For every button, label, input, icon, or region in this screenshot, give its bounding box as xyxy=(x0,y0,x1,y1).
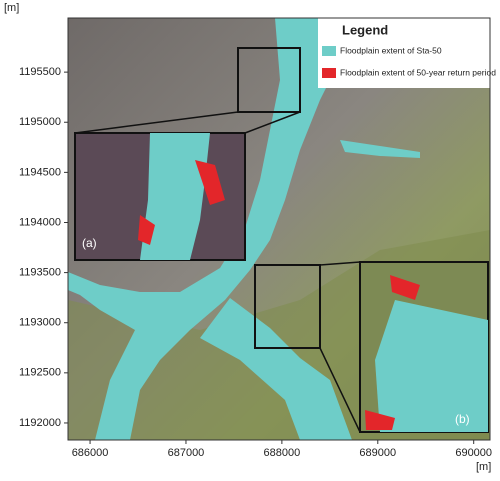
inset-label: (b) xyxy=(455,412,470,426)
y-tick-label: 1192500 xyxy=(19,367,61,379)
map-frame xyxy=(67,17,491,441)
y-tick-label: 1195000 xyxy=(19,116,61,128)
y-tick-label: 1195500 xyxy=(19,66,61,78)
inset-b-flood xyxy=(365,410,395,430)
inset-b-river xyxy=(375,300,488,432)
y-axis-unit: [m] xyxy=(4,2,19,14)
x-tick-label: 686000 xyxy=(72,447,109,459)
connector xyxy=(244,111,301,134)
legend-swatch xyxy=(322,68,336,78)
legend-label: Floodplain extent of 50-year return peri… xyxy=(340,67,496,77)
connector xyxy=(319,261,361,266)
x-tick-label: 689000 xyxy=(359,447,396,459)
inset-label: (a) xyxy=(82,236,97,250)
inset-a-flood xyxy=(195,160,225,205)
canal xyxy=(340,140,420,158)
source-box-b xyxy=(254,264,321,349)
y-tick-label: 1194000 xyxy=(19,216,61,228)
x-tick-label: 690000 xyxy=(455,447,492,459)
y-tick-label: 1193500 xyxy=(19,267,61,279)
river-branch xyxy=(200,298,352,440)
inset-b-flood xyxy=(390,275,420,300)
connector xyxy=(319,347,361,433)
legend-swatch xyxy=(322,46,336,56)
x-tick-label: 687000 xyxy=(168,447,205,459)
river xyxy=(68,18,345,440)
y-tick-label: 1192000 xyxy=(19,417,61,429)
legend-label: Floodplain extent of Sta-50 xyxy=(340,45,442,55)
y-tick-label: 1193000 xyxy=(19,317,61,329)
source-box-a xyxy=(237,47,301,113)
inset-a-river xyxy=(140,133,210,260)
y-tick-label: 1194500 xyxy=(19,166,61,178)
connector xyxy=(74,111,239,134)
inset-a-flood xyxy=(138,215,155,245)
legend-box xyxy=(318,18,490,88)
x-axis-unit: [m] xyxy=(476,461,491,473)
x-tick-label: 688000 xyxy=(264,447,301,459)
legend-title: Legend xyxy=(342,22,388,37)
